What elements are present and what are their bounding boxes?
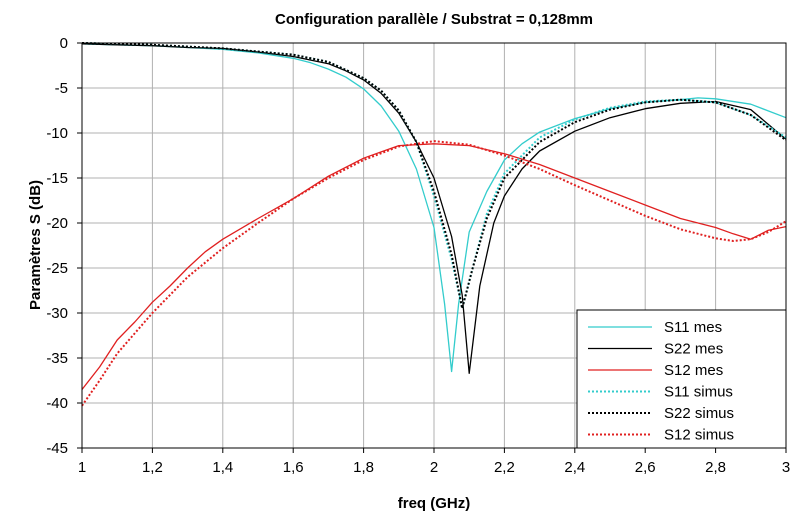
legend-label: S22 mes xyxy=(664,341,723,358)
y-tick-label: -15 xyxy=(46,170,68,187)
y-axis: 0 -5 -10 -15 -20 -25 -30 -35 -40 -45 xyxy=(46,35,82,457)
y-tick-label: -45 xyxy=(46,440,68,457)
x-tick-label: 1,6 xyxy=(283,459,304,476)
y-tick-label: -40 xyxy=(46,395,68,412)
x-axis-label: freq (GHz) xyxy=(398,495,471,512)
x-tick-label: 3 xyxy=(782,459,790,476)
legend-label: S12 simus xyxy=(664,427,734,444)
legend-box xyxy=(576,309,787,449)
chart-title: Configuration parallèle / Substrat = 0,1… xyxy=(275,11,593,28)
x-tick-label: 1,2 xyxy=(142,459,163,476)
legend: S11 mes S22 mes S12 mes S11 simus S22 simus S… xyxy=(576,309,787,449)
x-tick-label: 2,6 xyxy=(635,459,656,476)
x-tick-label: 2,4 xyxy=(564,459,585,476)
series-line-s22-simus xyxy=(81,42,787,310)
y-tick-label: 0 xyxy=(60,35,68,52)
x-tick-label: 1,8 xyxy=(353,459,374,476)
series-group xyxy=(81,42,787,407)
y-axis-label: Paramètres S (dB) xyxy=(27,180,44,310)
series-line-s12-simus xyxy=(81,140,787,407)
y-tick-label: -10 xyxy=(46,125,68,142)
y-tick-label: -5 xyxy=(55,80,68,97)
legend-label: S12 mes xyxy=(664,362,723,379)
y-tick-label: -35 xyxy=(46,350,68,367)
y-tick-label: -25 xyxy=(46,260,68,277)
legend-label: S22 simus xyxy=(664,405,734,422)
legend-label: S11 simus xyxy=(664,384,733,401)
y-tick-label: -20 xyxy=(46,215,68,232)
x-tick-label: 1,4 xyxy=(212,459,233,476)
x-tick-label: 2,8 xyxy=(705,459,726,476)
x-tick-label: 1 xyxy=(78,459,86,476)
x-axis: 1 1,2 1,4 1,6 1,8 2 2,2 2,4 2,6 2,8 3 xyxy=(78,448,790,476)
x-tick-label: 2,2 xyxy=(494,459,515,476)
legend-label: S11 mes xyxy=(664,319,722,336)
y-tick-label: -30 xyxy=(46,305,68,322)
x-tick-label: 2 xyxy=(430,459,438,476)
